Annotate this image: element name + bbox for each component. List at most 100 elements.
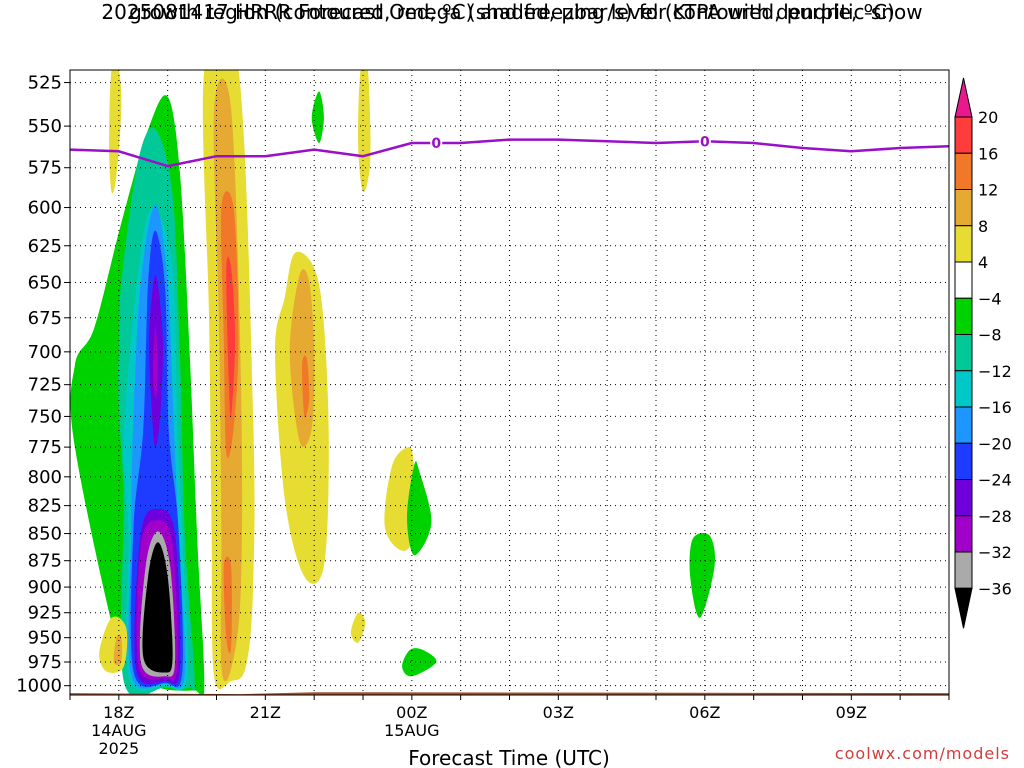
y-tick-label: 725 bbox=[28, 375, 62, 396]
freezing-label-bg bbox=[698, 133, 711, 150]
y-tick-label: 575 bbox=[28, 158, 62, 179]
x-tick-label: 2025 bbox=[98, 739, 139, 758]
colorbar-label: −8 bbox=[978, 326, 1002, 345]
colorbar-label: −12 bbox=[978, 362, 1012, 381]
y-tick-label: 925 bbox=[28, 603, 62, 624]
x-tick-label: 15AUG bbox=[384, 721, 439, 740]
y-tick-label: 850 bbox=[28, 524, 62, 545]
x-axis-title: Forecast Time (UTC) bbox=[408, 746, 610, 768]
y-tick-label: 800 bbox=[28, 467, 62, 488]
omega-contour-fill bbox=[350, 612, 366, 643]
y-tick-label: 1000 bbox=[16, 676, 62, 697]
omega-contour-fill bbox=[358, 70, 371, 193]
omega-contour-fill bbox=[402, 648, 437, 677]
colorbar-label: 16 bbox=[978, 144, 998, 163]
colorbar-label: −16 bbox=[978, 398, 1012, 417]
surface-terrain bbox=[70, 692, 949, 695]
colorbar-swatch bbox=[954, 334, 973, 372]
y-tick-label: 750 bbox=[28, 406, 62, 427]
omega-feature-cell-840 bbox=[407, 461, 432, 556]
x-tick-label: 03Z bbox=[543, 703, 574, 722]
colorbar-swatch bbox=[954, 189, 973, 227]
colorbar-label: 12 bbox=[978, 181, 998, 200]
colorbar-label: −32 bbox=[978, 543, 1012, 562]
colorbar-swatch bbox=[954, 297, 973, 335]
plot-frame bbox=[69, 69, 950, 696]
omega-feature-cell-885 bbox=[689, 533, 716, 618]
omega-feature-lower-left-patch bbox=[99, 616, 128, 673]
chart-title-line-1: 2025081417 HRRR Forecast Omega (shaded, … bbox=[101, 0, 923, 24]
y-tick-label: 675 bbox=[28, 308, 62, 329]
freezing-level-label: 0 bbox=[431, 136, 441, 152]
x-tick-label: 09Z bbox=[836, 703, 867, 722]
y-axis: 525 550 575 600 625 650 675 700 725 750 775 800 825 8… bbox=[16, 73, 70, 697]
omega-contour-fill bbox=[109, 70, 122, 194]
y-tick-label: 875 bbox=[28, 551, 62, 572]
x-tick-label: 06Z bbox=[689, 703, 720, 722]
colorbar-swatch bbox=[954, 261, 973, 299]
colorbar-swatch bbox=[954, 442, 973, 480]
omega-contour-fill bbox=[99, 616, 128, 673]
omega-contour-fill bbox=[689, 533, 716, 618]
colorbar-label: −24 bbox=[978, 471, 1012, 490]
colorbar: 20 16 12 8 4 −4 −8 −12 −16 −20 −24 −28 −32 −36 bbox=[954, 77, 1012, 629]
colorbar-top-arrow bbox=[954, 77, 973, 118]
y-tick-label: 950 bbox=[28, 628, 62, 649]
omega-feature-small-patch-940 bbox=[350, 612, 366, 643]
omega-contour-fill bbox=[113, 634, 123, 665]
omega-feature-upper-strip-2 bbox=[358, 70, 371, 193]
omega-feature-mid-level-lobe bbox=[275, 251, 329, 584]
omega-feature-descent-column bbox=[202, 70, 255, 690]
omega-feature-main-updraft-column bbox=[70, 95, 205, 695]
y-tick-label: 600 bbox=[28, 198, 62, 219]
site-credit: coolwx.com/models bbox=[834, 744, 1010, 763]
colorbar-swatch bbox=[954, 479, 973, 517]
y-tick-label: 900 bbox=[28, 577, 62, 598]
colorbar-swatch bbox=[954, 370, 973, 408]
x-tick-label: 14AUG bbox=[91, 721, 146, 740]
y-tick-label: 650 bbox=[28, 272, 62, 293]
omega-contour-fill bbox=[311, 91, 324, 143]
colorbar-swatch bbox=[954, 225, 973, 263]
omega-contour-fill bbox=[223, 556, 232, 654]
omega-contour-fill bbox=[301, 355, 310, 418]
omega-shading bbox=[70, 70, 716, 695]
x-tick-label: 18Z bbox=[103, 703, 134, 722]
y-tick-label: 975 bbox=[28, 652, 62, 673]
chart-title-line-2: growth region (contoured, red, ºC) and f… bbox=[129, 0, 895, 24]
colorbar-label: −28 bbox=[978, 507, 1012, 526]
y-tick-label: 825 bbox=[28, 496, 62, 517]
x-tick-label: 21Z bbox=[250, 703, 281, 722]
colorbar-swatch bbox=[954, 152, 973, 190]
omega-feature-cell-530 bbox=[311, 91, 324, 143]
y-tick-label: 525 bbox=[28, 73, 62, 94]
omega-contour-fill bbox=[153, 324, 158, 398]
x-tick-label: 00Z bbox=[396, 703, 427, 722]
freezing-level-line bbox=[69, 138, 950, 168]
freezing-level-label: 0 bbox=[700, 134, 710, 150]
colorbar-label: 4 bbox=[978, 253, 988, 272]
omega-feature-upper-left-strip bbox=[109, 70, 122, 194]
colorbar-swatch bbox=[954, 116, 973, 154]
y-tick-label: 775 bbox=[28, 437, 62, 458]
y-tick-label: 625 bbox=[28, 236, 62, 257]
colorbar-swatch bbox=[954, 406, 973, 444]
colorbar-label: 20 bbox=[978, 108, 998, 127]
colorbar-swatch bbox=[954, 551, 973, 589]
y-tick-label: 700 bbox=[28, 342, 62, 363]
surface-ground bbox=[70, 692, 949, 695]
omega-contour-fill bbox=[142, 542, 173, 673]
colorbar-label: 8 bbox=[978, 217, 988, 236]
colorbar-label: −36 bbox=[978, 579, 1012, 598]
colorbar-label: −20 bbox=[978, 434, 1012, 453]
y-tick-label: 550 bbox=[28, 116, 62, 137]
omega-contour-fill bbox=[226, 256, 236, 418]
colorbar-swatch bbox=[954, 515, 973, 553]
omega-feature-cell-975 bbox=[402, 648, 437, 677]
colorbar-bottom-arrow bbox=[954, 587, 973, 629]
omega-contour-fill bbox=[407, 461, 432, 556]
freezing-label-bg bbox=[430, 134, 443, 151]
